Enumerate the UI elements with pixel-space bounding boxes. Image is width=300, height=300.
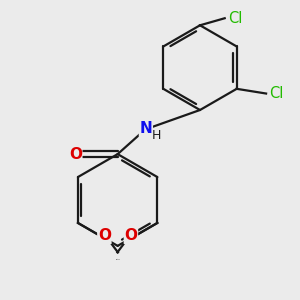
Text: methyl: methyl: [116, 259, 120, 260]
Text: Cl: Cl: [228, 11, 242, 26]
Text: Cl: Cl: [269, 86, 284, 101]
Text: H: H: [152, 129, 161, 142]
Text: O: O: [124, 228, 137, 243]
Text: N: N: [140, 121, 152, 136]
Text: O: O: [69, 147, 82, 162]
Text: O: O: [98, 228, 111, 243]
